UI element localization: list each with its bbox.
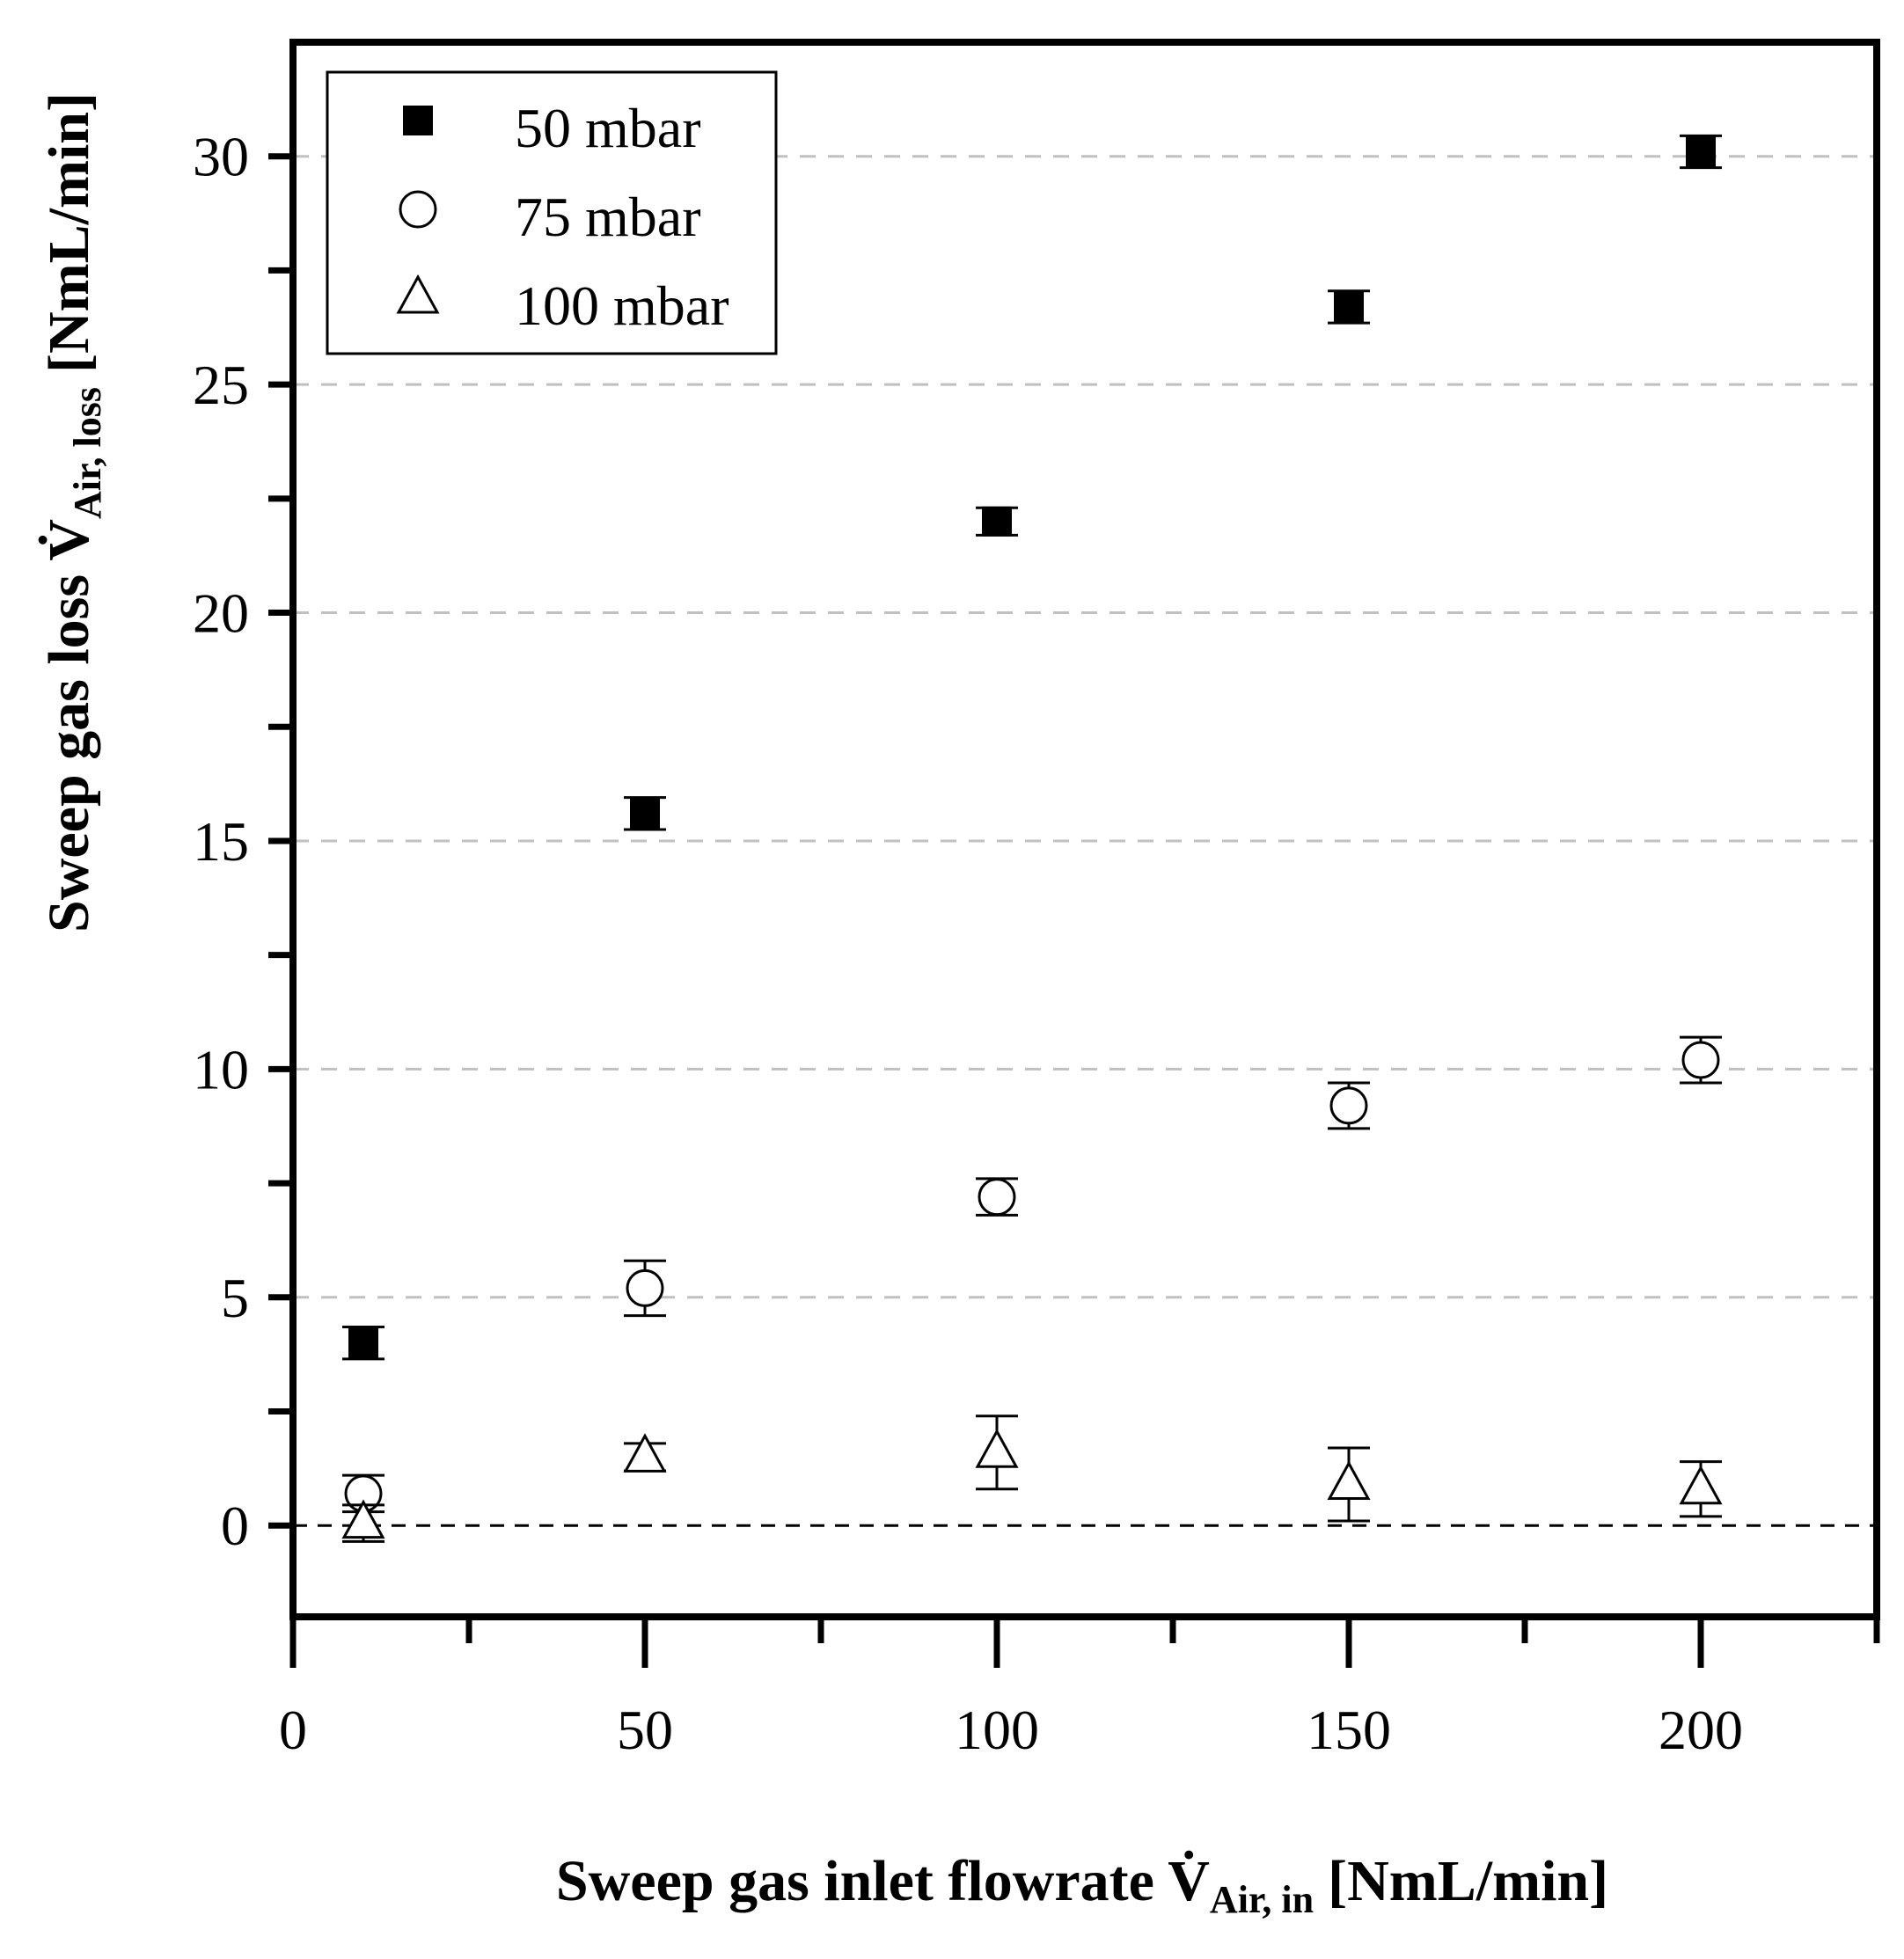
plot-frame bbox=[289, 39, 1880, 1620]
legend-label-50-mbar: 50 mbar bbox=[515, 97, 701, 159]
data-point-0-3 bbox=[1334, 291, 1364, 322]
series-75-mbar bbox=[342, 1035, 1722, 1514]
data-point-0-2 bbox=[982, 506, 1012, 537]
legend-marker-0 bbox=[403, 106, 433, 135]
data-point-1-4 bbox=[1681, 1041, 1720, 1079]
y-tick-label-5: 5 bbox=[221, 1267, 249, 1329]
x-axis-label: Sweep gas inlet flowrate V̇Air, in [NmL/m… bbox=[556, 1849, 1608, 1921]
data-point-2-1 bbox=[623, 1433, 667, 1473]
x-tick-label-150: 150 bbox=[1307, 1699, 1391, 1761]
data-point-1-2 bbox=[978, 1178, 1016, 1217]
data-point-2-3 bbox=[1327, 1460, 1371, 1501]
ticks: 0 5 10 15 20 25 30 0 50 100 150 200 bbox=[193, 126, 1880, 1761]
data-point-2-2 bbox=[975, 1429, 1019, 1468]
legend: 50 mbar 75 mbar 100 mbar bbox=[326, 70, 778, 355]
legend-marker-1 bbox=[399, 190, 437, 229]
x-axis-label-unit: [NmL/min] bbox=[1328, 1849, 1608, 1913]
y-tick-label-0: 0 bbox=[221, 1495, 249, 1557]
y-axis-label-unit: [NmL/min] bbox=[37, 92, 101, 373]
x-tick-label-200: 200 bbox=[1659, 1699, 1743, 1761]
x-tick-label-50: 50 bbox=[617, 1699, 673, 1761]
y-tick-label-30: 30 bbox=[193, 126, 249, 188]
y-tick-label-25: 25 bbox=[193, 354, 249, 416]
data-points bbox=[341, 134, 1723, 1543]
data-point-0-1 bbox=[630, 798, 660, 829]
data-point-0-0 bbox=[348, 1327, 378, 1358]
data-point-0-4 bbox=[1686, 136, 1716, 167]
series-100-mbar bbox=[341, 1414, 1723, 1543]
legend-markers bbox=[396, 106, 440, 314]
x-tick-label-0: 0 bbox=[279, 1699, 307, 1761]
data-point-1-3 bbox=[1329, 1086, 1368, 1125]
data-point-2-0 bbox=[341, 1499, 385, 1539]
y-axis-label-subscript: Air, loss bbox=[66, 387, 109, 519]
y-axis-label: Sweep gas loss V̇Air, loss [NmL/min] bbox=[37, 92, 109, 932]
y-tick-label-10: 10 bbox=[193, 1038, 249, 1100]
legend-marker-2 bbox=[396, 274, 440, 314]
data-point-2-4 bbox=[1679, 1465, 1723, 1505]
axes bbox=[289, 39, 1880, 1620]
y-tick-label-20: 20 bbox=[193, 582, 249, 645]
x-axis-label-main: Sweep gas inlet flowrate V̇ bbox=[556, 1849, 1210, 1913]
y-axis-label-main: Sweep gas loss V̇ bbox=[37, 519, 101, 932]
legend-label-75-mbar: 75 mbar bbox=[515, 186, 701, 248]
y-tick-label-15: 15 bbox=[193, 810, 249, 873]
legend-label-100-mbar: 100 mbar bbox=[515, 274, 729, 337]
x-tick-label-100: 100 bbox=[955, 1699, 1039, 1761]
series-50-mbar bbox=[342, 134, 1722, 1361]
data-point-1-1 bbox=[626, 1268, 664, 1307]
x-axis-label-subscript: Air, in bbox=[1210, 1878, 1314, 1921]
